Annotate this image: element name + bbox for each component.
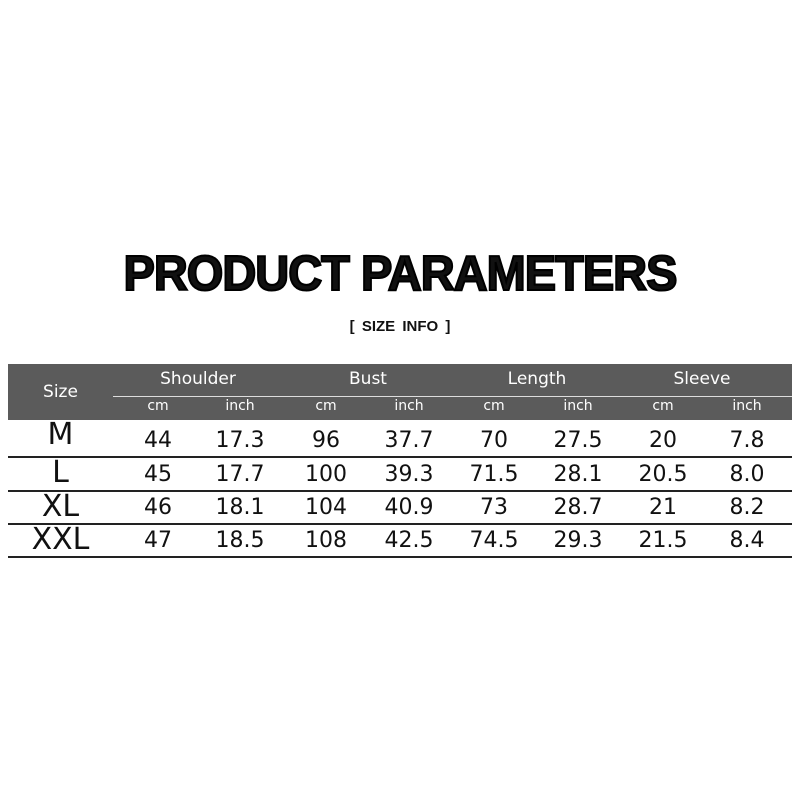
table-row: M 44 17.3 96 37.7 70 27.5 20 7.8 (8, 417, 792, 458)
size-cell: XL (41, 489, 80, 524)
value-cell: 40.9 (384, 495, 434, 520)
unit-header: cm (147, 398, 169, 414)
value-cell: 21.5 (638, 528, 688, 553)
value-cell: 29.3 (553, 528, 603, 553)
value-cell: 73 (480, 495, 508, 520)
value-cell: 46 (144, 495, 172, 520)
value-cell: 28.7 (553, 495, 603, 520)
unit-header: inch (394, 398, 424, 414)
value-cell: 71.5 (469, 462, 519, 487)
table-row: XXL 47 18.5 108 42.5 74.5 29.3 21.5 8.4 (8, 522, 792, 558)
unit-header: inch (732, 398, 762, 414)
header-divider (113, 396, 792, 397)
value-cell: 42.5 (384, 528, 434, 553)
size-header: Size (43, 382, 78, 402)
value-cell: 47 (144, 528, 172, 553)
value-cell: 39.3 (384, 462, 434, 487)
unit-header: cm (315, 398, 337, 414)
value-cell: 27.5 (553, 428, 603, 453)
group-header: Shoulder (160, 369, 236, 389)
value-cell: 20.5 (638, 462, 688, 487)
unit-header: cm (483, 398, 505, 414)
value-cell: 17.7 (215, 462, 265, 487)
size-cell: XXL (31, 522, 90, 557)
size-cell: L (52, 455, 69, 490)
value-cell: 70 (480, 428, 508, 453)
value-cell: 18.1 (215, 495, 265, 520)
value-cell: 104 (305, 495, 347, 520)
unit-header: inch (563, 398, 593, 414)
group-header: Sleeve (673, 369, 731, 389)
size-cell: M (47, 417, 74, 452)
value-cell: 96 (312, 428, 340, 453)
group-header: Bust (349, 369, 387, 389)
unit-header: inch (225, 398, 255, 414)
value-cell: 37.7 (384, 428, 434, 453)
value-cell: 8.0 (729, 462, 765, 487)
group-header: Length (507, 369, 567, 389)
table-header: Size Shoulder Bust Length Sleeve cm inch c… (8, 364, 792, 420)
unit-header: cm (652, 398, 674, 414)
value-cell: 7.8 (729, 428, 765, 453)
value-cell: 44 (144, 428, 172, 453)
table-row: XL 46 18.1 104 40.9 73 28.7 21 8.2 (8, 489, 792, 525)
table-row: L 45 17.7 100 39.3 71.5 28.1 20.5 8.0 (8, 455, 792, 492)
value-cell: 18.5 (215, 528, 265, 553)
value-cell: 74.5 (469, 528, 519, 553)
value-cell: 28.1 (553, 462, 603, 487)
subtitle: [ SIZE INFO ] (349, 318, 451, 335)
value-cell: 45 (144, 462, 172, 487)
value-cell: 17.3 (215, 428, 265, 453)
value-cell: 108 (305, 528, 347, 553)
page-title: PRODUCT PARAMETERS (123, 244, 679, 302)
value-cell: 20 (649, 428, 677, 453)
value-cell: 8.4 (729, 528, 765, 553)
value-cell: 21 (649, 495, 677, 520)
value-cell: 8.2 (729, 495, 765, 520)
value-cell: 100 (305, 462, 347, 487)
